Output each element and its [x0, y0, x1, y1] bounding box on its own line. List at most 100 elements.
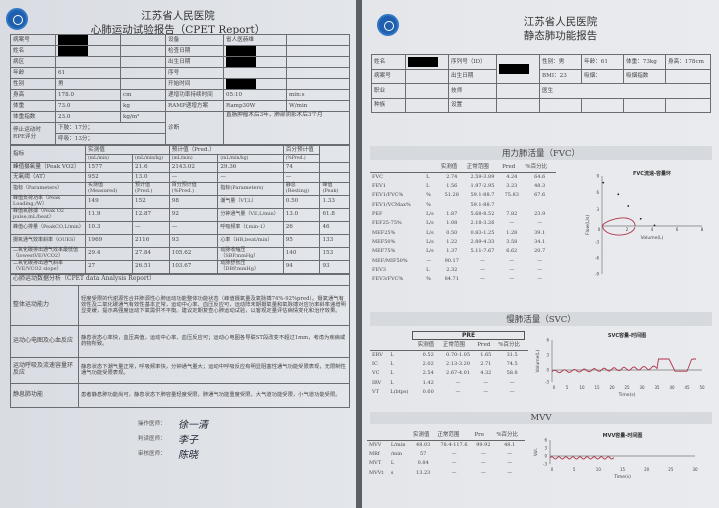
- report-title: 心肺运动试验报告（CPET Report）: [90, 24, 266, 36]
- table-row: VT L(btps) 0.60 — — —: [370, 388, 528, 397]
- table-row: 身高 178.0 cm 递增功率持续时间 05:10 min:s: [10, 89, 350, 101]
- table-cell: 98: [168, 194, 219, 209]
- y-tick-label: -6: [595, 256, 599, 261]
- table-cell: [523, 201, 556, 210]
- table-row: FEV3 L 2.32 — — —: [370, 266, 556, 275]
- signatures: 操作医师： 徐一清 判读医师： 李子 审核医师： 陈晓: [138, 416, 350, 461]
- table-row: FEF25-75% L/s 1.08 2.18-3.26 — —: [370, 220, 556, 229]
- x-tick-label: 2: [626, 227, 629, 232]
- table-cell: 性别：男: [539, 54, 582, 70]
- header-row: 实测值 正常范围 Pred %百分比: [370, 340, 528, 351]
- table-cell: 静息肺功能: [10, 382, 79, 408]
- table-cell: 105.62: [168, 246, 219, 261]
- table-cell: BMI：23: [539, 68, 582, 84]
- table-cell: (mL/min/kg): [217, 154, 284, 163]
- table-cell: 2.67-4.01: [446, 370, 471, 377]
- table-cell: 指标（Parameters）: [10, 182, 86, 196]
- table-cell: (%Pred.): [282, 154, 321, 163]
- table-cell: kg: [120, 100, 166, 112]
- redacted-block: [408, 56, 438, 67]
- chart-title: FVC流速-容量环: [633, 170, 671, 177]
- table-cell: (mL/min): [168, 154, 219, 163]
- table-cell: L: [426, 267, 430, 274]
- table-cell: —: [455, 389, 461, 396]
- table-cell: 133: [319, 233, 350, 248]
- table-cell: 性别: [10, 78, 56, 90]
- table-row: 呼吸：13分；: [11, 133, 350, 145]
- table-cell: 6.62: [506, 248, 518, 255]
- cpet-report-page: 江苏省人民医院 心肺运动试验报告（CPET Report） 病案号 设备 省人医赫维…: [0, 0, 356, 508]
- table-cell: 27: [84, 259, 134, 274]
- table-cell: L: [426, 173, 430, 180]
- table-row: 峰值摄氧量（Peak VO2） 1577 21.6 2143.02 29.36 74: [10, 162, 350, 173]
- table-cell: 3.58: [506, 239, 518, 246]
- x-tick-label: 20: [644, 467, 650, 472]
- x-tick-label: 10: [579, 385, 585, 390]
- table-row: 种族 设置: [371, 97, 711, 113]
- signature-label: 操作医师：: [138, 421, 166, 427]
- table-cell: 整体运动能力: [10, 284, 79, 326]
- table-cell: 1.56: [446, 183, 458, 190]
- signature-row: 判读医师： 李子: [138, 431, 350, 446]
- table-row: FEV3/FVC%% 84.71 — — —: [370, 276, 556, 285]
- x-tick-label: 45: [684, 385, 690, 390]
- y-tick-label: 0: [546, 368, 549, 373]
- table-cell: 4.32: [480, 370, 492, 377]
- table-cell: 1.33: [319, 194, 350, 209]
- predicted-point: [653, 224, 656, 227]
- table-cell: 实测值: [415, 340, 441, 351]
- table-cell: 指标(Parameters): [217, 182, 284, 196]
- y-tick-label: 6: [544, 438, 547, 443]
- table-cell: MVT: [369, 460, 382, 467]
- y-tick-label: -9: [595, 272, 599, 277]
- table-cell: [55, 45, 121, 57]
- table-row: 年龄 61 序号: [10, 67, 350, 79]
- table-cell: 5.68-8.52: [470, 211, 495, 218]
- table-cell: [424, 162, 439, 173]
- table-cell: 呼吸频率（f,min-1）: [217, 220, 284, 235]
- table-cell: 1.97-2.95: [470, 183, 495, 190]
- header-row: 实测值 正常范围 Pred %百分比: [370, 162, 556, 173]
- table-cell: 61.8: [319, 207, 350, 222]
- table-cell: Pred: [500, 162, 524, 173]
- table-cell: 年龄：61: [581, 54, 624, 70]
- table-cell: L: [390, 370, 394, 377]
- redacted-block: [58, 35, 88, 45]
- y-tick-label: 3: [596, 207, 599, 212]
- table-cell: MEF50%: [372, 239, 396, 246]
- x-tick-label: 4: [651, 227, 654, 232]
- table-cell: —: [537, 276, 543, 283]
- table-cell: 1.87: [446, 211, 458, 218]
- table-cell: 75.83: [504, 192, 519, 199]
- table-cell: IRV: [372, 379, 382, 386]
- fvc-flow-volume-chart: FVC流速-容量环 0 2 4 6 8 9 6 3 -3 -6 -9 Volume(L) Flow(L/s…: [585, 170, 704, 277]
- table-cell: [405, 54, 449, 70]
- table-cell: 2.13-3.20: [446, 361, 471, 368]
- table-cell: [55, 56, 121, 68]
- redacted-block: [226, 79, 256, 89]
- table-cell: —: [509, 257, 515, 264]
- header-row: 实测值 正常范围 Pre %百分比: [367, 430, 525, 441]
- table-cell: s: [390, 469, 394, 476]
- data-curve: [549, 456, 615, 460]
- table-cell: [120, 78, 166, 90]
- table-cell: Pred: [475, 340, 497, 351]
- table-row: MVVt s 13.23 — — —: [367, 469, 525, 478]
- table-cell: (mL/min): [84, 154, 134, 163]
- table-cell: L(btps): [390, 389, 409, 396]
- x-axis-label: Volume(L): [641, 235, 664, 241]
- table-cell: 93: [319, 259, 350, 274]
- table-row: MVV L/min 48.03 78.4-117.6 99.92 48.1: [367, 440, 525, 450]
- table-cell: 1.28: [506, 229, 518, 236]
- table-cell: 84.71: [444, 276, 459, 283]
- table-cell: FEV1: [372, 183, 386, 190]
- table-cell: 职业: [371, 83, 406, 99]
- x-axis-label: Time(s): [618, 392, 636, 398]
- table-cell: [319, 145, 350, 163]
- table-cell: 2.89-4.33: [470, 239, 495, 246]
- table-cell: 峰值(Peak): [319, 182, 350, 196]
- y-axis-label: Vol.: [533, 448, 539, 456]
- table-cell: [223, 78, 287, 90]
- table-cell: 34.1: [534, 239, 546, 246]
